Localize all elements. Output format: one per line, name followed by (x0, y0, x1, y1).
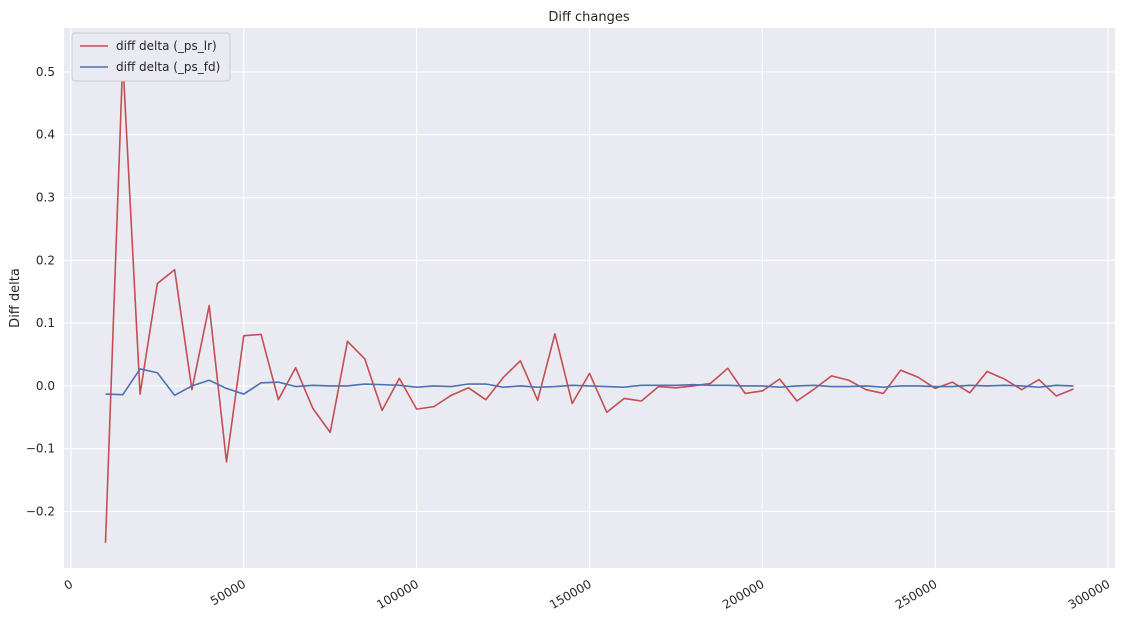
x-tick-label: 250000 (893, 577, 940, 612)
legend-label-ps-fd: diff delta (_ps_fd) (116, 60, 220, 74)
y-tick-label: 0.4 (36, 128, 55, 142)
x-tick-label: 0 (62, 577, 76, 593)
chart-title: Diff changes (548, 10, 630, 25)
y-tick-label: 0.0 (36, 379, 55, 393)
y-tick-label: 0.3 (36, 191, 55, 205)
x-tick-label: 100000 (374, 577, 421, 612)
series-line-ps-lr (104, 58, 1074, 543)
y-tick-label: 0.5 (36, 65, 55, 79)
x-tick-label: 200000 (720, 577, 767, 612)
legend-box (71, 32, 231, 82)
y-tick-label: −0.2 (26, 504, 55, 518)
y-axis-ticks: −0.2 −0.1 0.0 0.1 0.2 0.3 0.4 0.5 (26, 65, 55, 519)
x-tick-label: 150000 (547, 577, 594, 612)
y-tick-label: 0.1 (36, 316, 55, 330)
legend-label-ps-lr: diff delta (_ps_lr) (116, 39, 217, 53)
series-layer (104, 58, 1074, 543)
x-tick-label: 300000 (1066, 577, 1113, 612)
series-line-ps-fd (105, 368, 1074, 397)
x-axis-ticks: 0 50000 100000 150000 200000 250000 300000 (62, 577, 1113, 612)
y-tick-label: 0.2 (36, 253, 55, 267)
x-tick-label: 50000 (208, 577, 248, 608)
y-tick-label: −0.1 (26, 442, 55, 456)
y-axis-label: Diff delta (8, 268, 23, 328)
legend: diff delta (_ps_lr) diff delta (_ps_fd) (71, 32, 231, 82)
